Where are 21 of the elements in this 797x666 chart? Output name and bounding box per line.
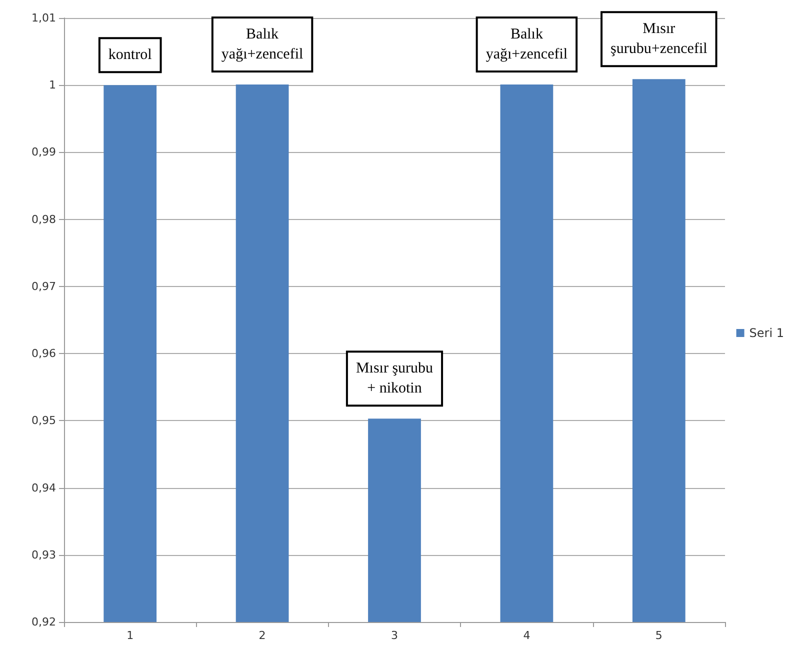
x-tick-label: 2 (258, 629, 266, 642)
x-tick-label: 4 (523, 629, 530, 642)
x-tick-label: 1 (126, 629, 134, 642)
annotation: Balık yağı+zencefil (221, 26, 304, 62)
legend-label: Seri 1 (749, 326, 784, 340)
x-tick-label: 3 (391, 629, 398, 642)
y-tick-label: 0,93 (32, 548, 56, 562)
y-tick-label: 0,94 (32, 481, 56, 494)
y-tick-label: 0,98 (32, 212, 56, 226)
annotation: kontrol (108, 47, 152, 64)
y-tick-label: 1 (49, 78, 56, 92)
y-tick-label: 0,92 (32, 616, 56, 628)
y-tick-label: 0,97 (32, 280, 56, 293)
annotation: Mısır şurubu+zencefil (610, 21, 708, 58)
y-tick-label: 0,95 (32, 414, 56, 428)
x-tick-label: 5 (655, 629, 662, 642)
annotation: Mısır şurubu + nikotin (356, 360, 434, 397)
y-tick-label: 0,99 (32, 146, 56, 159)
y-tick-label: 1,01 (32, 12, 56, 24)
y-tick-label: 0,96 (32, 347, 56, 360)
annotation: Balık yağı+zencefil (486, 26, 568, 62)
